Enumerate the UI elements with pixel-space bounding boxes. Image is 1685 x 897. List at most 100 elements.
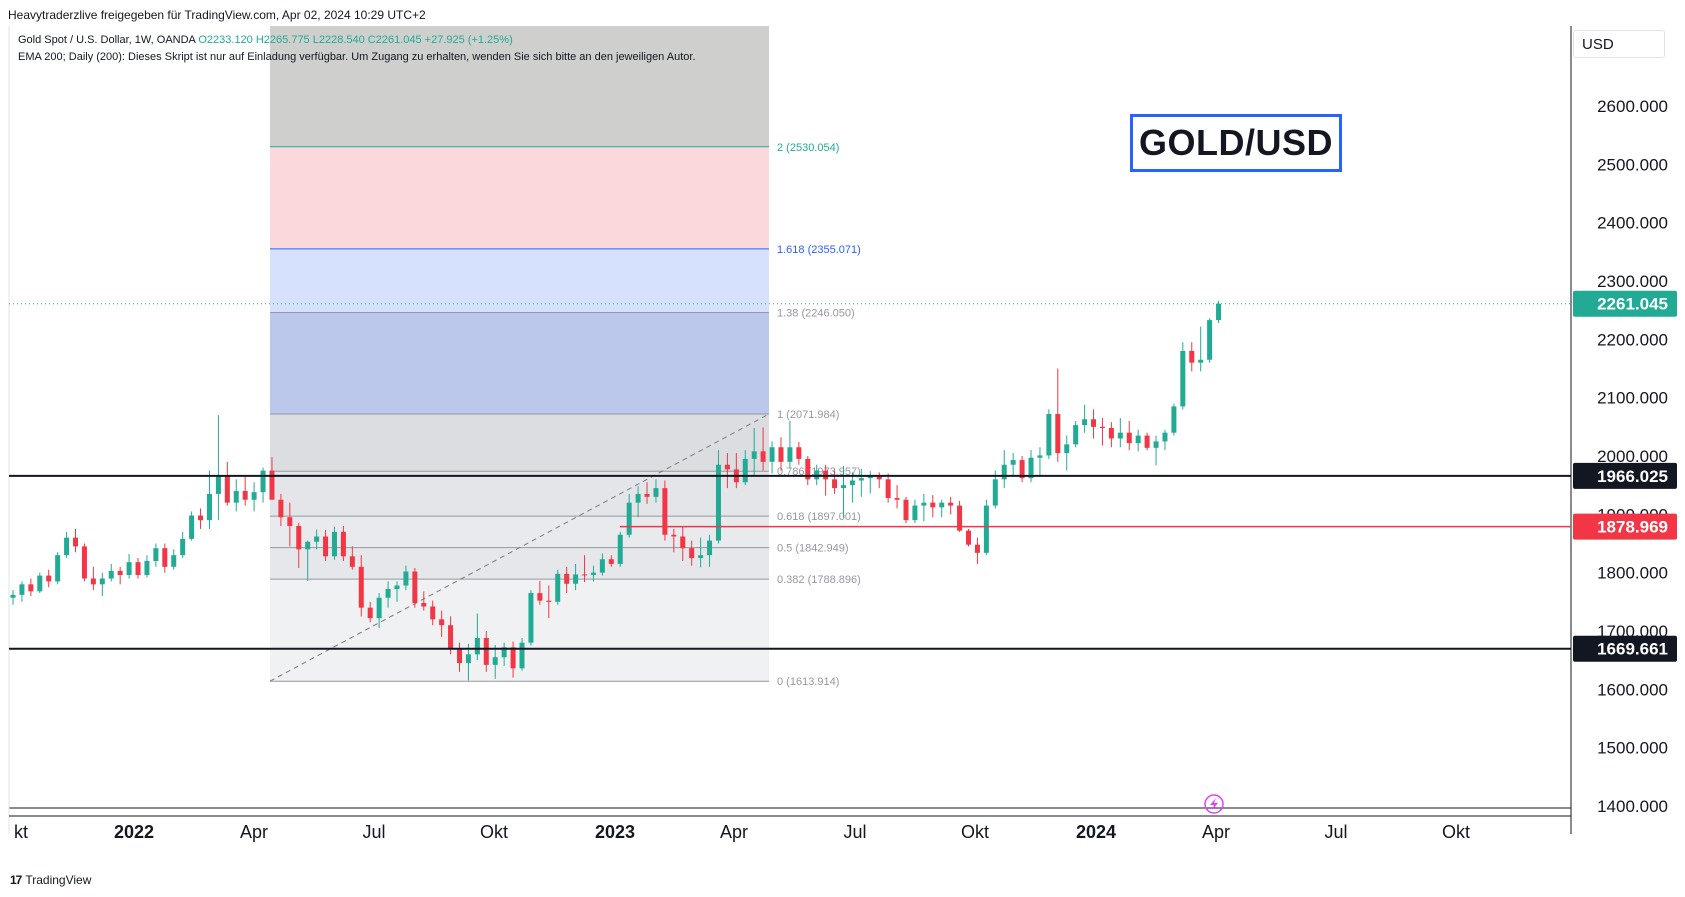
candle-body <box>305 541 311 550</box>
fib-zone-7 <box>270 146 769 249</box>
price-label-text-2: 1878.969 <box>1597 518 1668 537</box>
candle-body <box>930 502 936 508</box>
time-tick-label: kt <box>14 822 28 842</box>
candle-body <box>421 603 427 607</box>
candle-body <box>840 485 846 489</box>
candle-body <box>1180 351 1186 407</box>
currency-selector[interactable]: USD <box>1573 30 1665 58</box>
time-tick-label: 2023 <box>595 822 635 842</box>
candle-body <box>19 584 25 595</box>
candle-body <box>439 619 445 626</box>
fib-level-label-6: 1.38 (2246.050) <box>777 307 855 319</box>
candle-body <box>144 561 150 575</box>
price-tick-label: 2400.000 <box>1597 214 1668 233</box>
ohlc-values: O2233.120 H2265.775 L2228.540 C2261.045 … <box>198 34 513 46</box>
candle-body <box>564 573 570 584</box>
candle-body <box>1046 414 1052 456</box>
tradingview-logo-icon: 17 <box>10 873 22 887</box>
time-tick-label: Jul <box>362 822 385 842</box>
symbol-legend: Gold Spot / U.S. Dollar, 1W, OANDA O2233… <box>18 32 696 66</box>
time-tick-label: 2022 <box>114 822 154 842</box>
candle-body <box>1108 428 1114 439</box>
candle-body <box>90 578 96 585</box>
candle-body <box>573 574 579 584</box>
candle-body <box>546 600 552 602</box>
candle-body <box>385 589 391 598</box>
fib-level-label-8: 2 (2530.054) <box>777 142 839 154</box>
candle-body <box>501 647 507 658</box>
price-label-text-0: 2261.045 <box>1597 295 1668 314</box>
lightning-icon[interactable] <box>1204 794 1224 814</box>
candle-body <box>448 625 454 649</box>
candle-body <box>46 575 52 582</box>
indicator-label[interactable]: EMA 200; Daily (200): Dieses Skript ist … <box>18 51 696 63</box>
price-tick-label: 2000.000 <box>1597 447 1668 466</box>
candle-body <box>189 515 195 539</box>
candle-body <box>590 572 596 575</box>
candle-body <box>617 534 623 564</box>
chart-svg[interactable]: 0 (1613.914) 0.382 (1788.896) 0.5 (1842.94… <box>0 26 1685 871</box>
fib-level-label-7: 1.618 (2355.071) <box>777 244 861 256</box>
time-tick-label: Apr <box>1202 822 1230 842</box>
candle-body <box>1117 432 1123 439</box>
fib-level-label-3: 0.618 (1897.001) <box>777 511 861 523</box>
candle-body <box>939 502 945 508</box>
candle-body <box>376 597 382 619</box>
candle-body <box>903 499 909 521</box>
candle-body <box>55 555 61 582</box>
candle-body <box>260 470 266 493</box>
candle-body <box>805 458 811 480</box>
candle-body <box>653 488 659 497</box>
tradingview-brand[interactable]: 17 TradingView <box>10 873 91 887</box>
candle-body <box>867 476 873 479</box>
candle-body <box>314 536 320 542</box>
chart-area[interactable]: 0 (1613.914) 0.382 (1788.896) 0.5 (1842.94… <box>0 26 1685 871</box>
candle-body <box>108 570 114 579</box>
price-label-box-1 <box>1573 462 1677 489</box>
candle-body <box>626 502 632 535</box>
price-tick-label: 2100.000 <box>1597 389 1668 408</box>
price-label-text-1: 1966.025 <box>1597 467 1668 486</box>
candle-body <box>742 458 748 483</box>
candle-body <box>894 498 900 500</box>
fib-zone-5 <box>270 312 769 415</box>
candle-body <box>483 638 489 665</box>
candle-body <box>224 476 230 503</box>
candle-body <box>180 538 186 556</box>
candle-body <box>1189 351 1195 363</box>
candle-body <box>412 571 418 603</box>
candle-body <box>1064 444 1070 454</box>
candle-body <box>1091 419 1097 427</box>
candle-body <box>608 559 614 564</box>
candle-body <box>251 492 257 500</box>
symbol-name[interactable]: Gold Spot / U.S. Dollar, 1W, OANDA <box>18 34 196 46</box>
candle-body <box>671 534 677 537</box>
candle-body <box>921 502 927 506</box>
time-tick-label: Okt <box>961 822 989 842</box>
time-tick-label: Jul <box>843 822 866 842</box>
candle-body <box>99 578 105 585</box>
candle-body <box>135 562 141 575</box>
candle-body <box>117 570 123 575</box>
candle-body <box>198 515 204 521</box>
candle-body <box>73 537 79 547</box>
candle-body <box>724 464 730 470</box>
tradingview-label: TradingView <box>25 873 92 887</box>
candle-body <box>171 555 177 567</box>
candle-body <box>912 505 918 521</box>
candle-body <box>832 479 838 489</box>
candle-body <box>340 531 346 557</box>
candle-body <box>1010 460 1016 465</box>
fib-level-label-0: 0 (1613.914) <box>777 676 839 688</box>
price-tick-label: 2600.000 <box>1597 97 1668 116</box>
candle-body <box>37 575 43 592</box>
candle-body <box>492 657 498 665</box>
price-label-box-2 <box>1573 513 1677 540</box>
candle-body <box>519 642 525 669</box>
price-tick-label: 2300.000 <box>1597 272 1668 291</box>
candle-body <box>662 488 668 535</box>
candle-body <box>680 536 686 549</box>
candle-body <box>1037 455 1043 458</box>
time-tick-label: Apr <box>720 822 748 842</box>
candle-body <box>689 548 695 559</box>
